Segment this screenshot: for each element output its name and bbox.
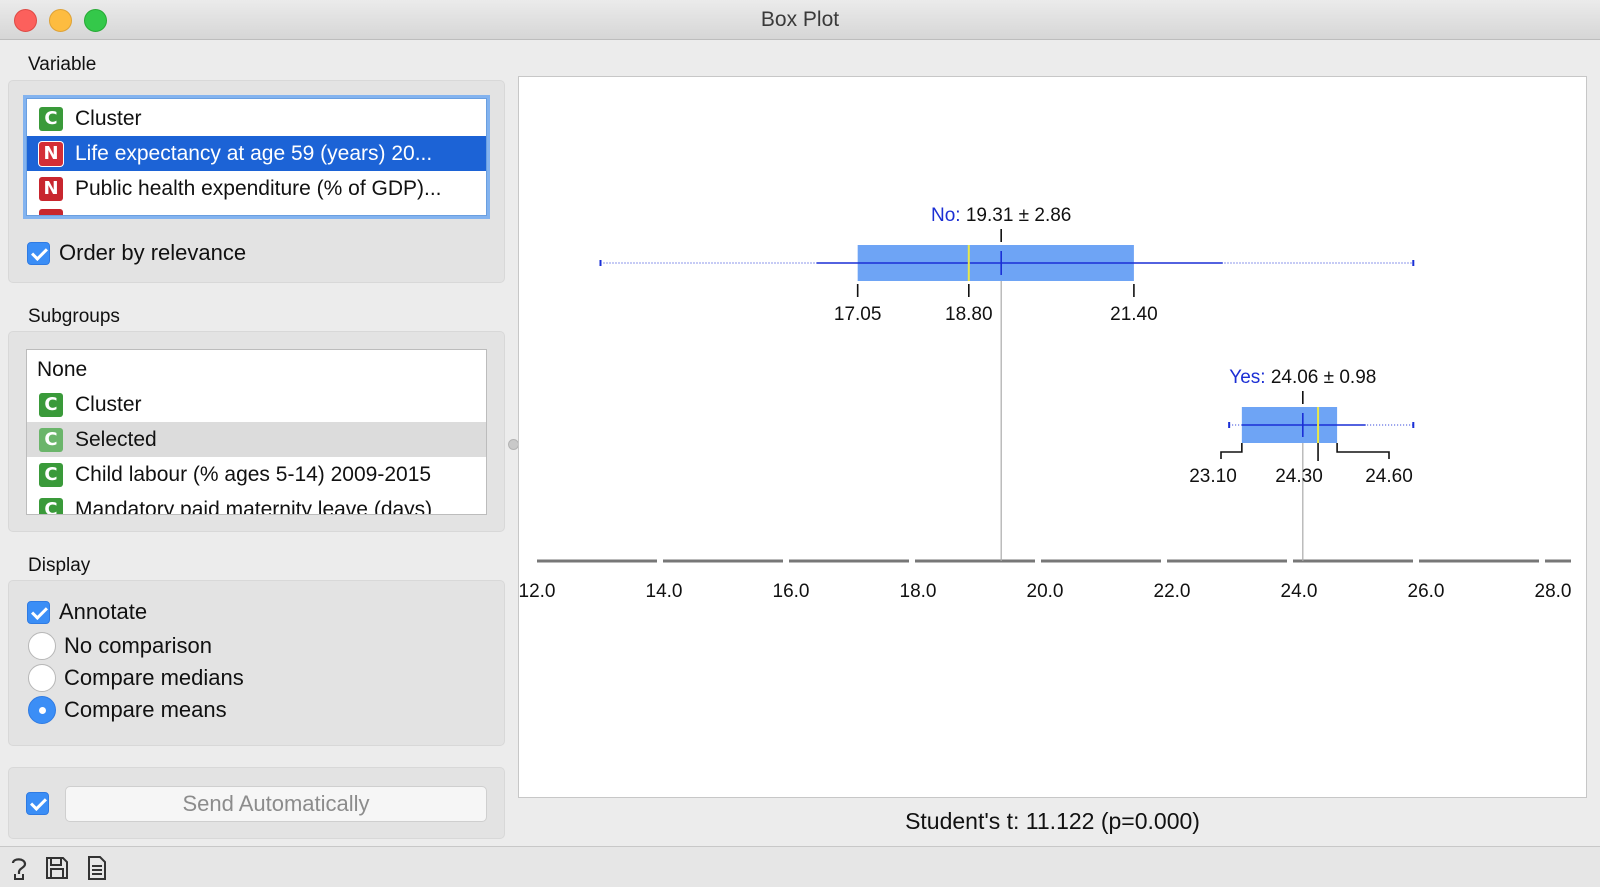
compare-means-radio[interactable]: Compare means bbox=[28, 696, 227, 724]
subgroup-item-cluster[interactable]: C Cluster bbox=[27, 387, 486, 422]
compare-medians-label: Compare medians bbox=[64, 665, 244, 690]
x-tick-label: 16.0 bbox=[773, 581, 810, 602]
order-by-relevance-checkbox[interactable]: Order by relevance bbox=[27, 240, 246, 266]
x-tick-label: 20.0 bbox=[1027, 581, 1064, 602]
categorical-badge-icon: C bbox=[39, 462, 63, 487]
x-tick-label: 12.0 bbox=[519, 581, 555, 602]
categorical-badge-icon: C bbox=[39, 106, 63, 131]
annotate-checkbox[interactable]: Annotate bbox=[27, 599, 147, 625]
subgroup-item-label: Selected bbox=[75, 427, 157, 451]
subgroup-item-maternity-leave[interactable]: C Mandatory paid maternity leave (days) bbox=[27, 492, 486, 515]
minimize-window-button[interactable] bbox=[49, 9, 72, 32]
checkbox-checked-icon bbox=[27, 241, 50, 265]
variable-item-life-expectancy[interactable]: N Life expectancy at age 59 (years) 20..… bbox=[27, 136, 486, 171]
radio-on-icon bbox=[28, 696, 56, 724]
variable-item-label: Public health expenditure (% of GDP)... bbox=[75, 176, 442, 200]
annotate-label: Annotate bbox=[59, 599, 148, 624]
box-plot-canvas: 12.0 14.0 16.0 18.0 20.0 22.0 24.0 26.0 28.0 No: … bbox=[518, 76, 1587, 798]
no-comparison-label: No comparison bbox=[64, 633, 212, 658]
send-automatically-checkbox[interactable] bbox=[26, 792, 49, 815]
categorical-badge-icon: C bbox=[39, 427, 63, 452]
subgroup-item-label: None bbox=[37, 357, 88, 381]
group-summary-yes: Yes: 24.06 ± 0.98 bbox=[1229, 367, 1376, 388]
quartile-leader-q3-yes bbox=[1336, 443, 1390, 459]
x-tick-label: 18.0 bbox=[900, 581, 937, 602]
quartile-label-q1-yes: 23.10 bbox=[1189, 466, 1237, 487]
maximize-window-button[interactable] bbox=[84, 9, 107, 32]
subgroups-section-label: Subgroups bbox=[28, 306, 120, 327]
status-bar bbox=[0, 846, 1600, 887]
subgroup-item-label: Cluster bbox=[75, 392, 142, 416]
radio-off-icon bbox=[28, 664, 56, 692]
x-tick-label: 22.0 bbox=[1154, 581, 1191, 602]
quartile-label-median-no: 18.80 bbox=[945, 304, 993, 325]
radio-off-icon bbox=[28, 632, 56, 660]
report-icon[interactable] bbox=[84, 855, 110, 881]
quartile-label-q3-yes: 24.60 bbox=[1365, 466, 1413, 487]
compare-medians-radio[interactable]: Compare medians bbox=[28, 664, 244, 692]
x-tick-label: 24.0 bbox=[1281, 581, 1318, 602]
display-section-label: Display bbox=[28, 555, 91, 576]
quartile-label-q1-no: 17.05 bbox=[834, 304, 882, 325]
x-tick-label: 26.0 bbox=[1408, 581, 1445, 602]
x-tick-label: 28.0 bbox=[1535, 581, 1572, 602]
variable-group: C Cluster N Life expectancy at age 59 (y… bbox=[8, 80, 505, 283]
subgroup-item-child-labour[interactable]: C Child labour (% ages 5-14) 2009-2015 bbox=[27, 457, 486, 492]
group-stats-no: 19.31 ± 2.86 bbox=[966, 205, 1072, 226]
send-automatically-button[interactable]: Send Automatically bbox=[65, 786, 487, 822]
group-name-no: No: bbox=[931, 205, 966, 226]
close-window-button[interactable] bbox=[14, 9, 37, 32]
x-tick-label: 14.0 bbox=[646, 581, 683, 602]
quartile-leader-q1-yes bbox=[1220, 443, 1243, 459]
subgroup-item-none[interactable]: None bbox=[27, 352, 486, 387]
save-icon[interactable] bbox=[44, 855, 70, 881]
subgroups-list[interactable]: None C Cluster C Selected C Child labour… bbox=[26, 349, 487, 515]
group-summary-no: No: 19.31 ± 2.86 bbox=[931, 205, 1071, 226]
quartile-label-q3-no: 21.40 bbox=[1110, 304, 1158, 325]
numeric-badge-icon: N bbox=[39, 176, 63, 201]
checkbox-checked-icon bbox=[27, 600, 50, 624]
display-group: Annotate No comparison Compare medians C… bbox=[8, 580, 505, 746]
window-title: Box Plot bbox=[760, 8, 840, 31]
compare-means-label: Compare means bbox=[64, 697, 227, 722]
subgroup-item-selected[interactable]: C Selected bbox=[27, 422, 486, 457]
variable-item-cluster[interactable]: C Cluster bbox=[27, 101, 486, 136]
order-by-relevance-label: Order by relevance bbox=[59, 240, 247, 265]
title-bar: Box Plot bbox=[0, 0, 1600, 40]
variable-item-label: Life expectancy at age 59 (years) 20... bbox=[75, 141, 433, 165]
partial-numeric-badge-icon bbox=[39, 209, 63, 215]
quartile-label-median-yes: 24.30 bbox=[1275, 466, 1323, 487]
variable-section-label: Variable bbox=[28, 54, 97, 75]
group-stats-yes: 24.06 ± 0.98 bbox=[1271, 367, 1377, 388]
variable-item-label: Cluster bbox=[75, 106, 142, 130]
subgroup-item-label: Mandatory paid maternity leave (days) bbox=[75, 497, 433, 515]
no-comparison-radio[interactable]: No comparison bbox=[28, 632, 212, 660]
subgroups-group: None C Cluster C Selected C Child labour… bbox=[8, 331, 505, 532]
categorical-badge-icon: C bbox=[39, 392, 63, 417]
variable-list[interactable]: C Cluster N Life expectancy at age 59 (y… bbox=[26, 98, 487, 216]
help-icon[interactable] bbox=[6, 855, 32, 881]
subgroup-item-label: Child labour (% ages 5-14) 2009-2015 bbox=[75, 462, 432, 486]
student-t-statistic: Student's t: 11.122 (p=0.000) bbox=[905, 808, 1200, 834]
variable-item-public-health[interactable]: N Public health expenditure (% of GDP)..… bbox=[27, 171, 486, 206]
categorical-badge-icon: C bbox=[39, 497, 63, 514]
box-plot-chart: 12.0 14.0 16.0 18.0 20.0 22.0 24.0 26.0 28.0 No: … bbox=[519, 205, 1572, 602]
numeric-badge-icon: N bbox=[39, 141, 63, 166]
group-name-yes: Yes: bbox=[1229, 367, 1271, 388]
